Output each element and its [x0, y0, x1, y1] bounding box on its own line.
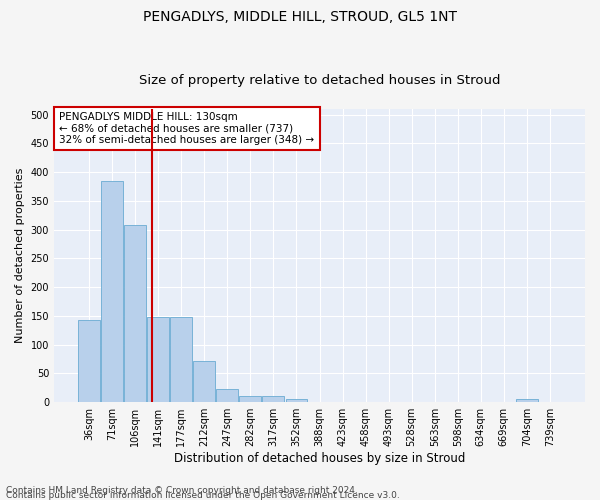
X-axis label: Distribution of detached houses by size in Stroud: Distribution of detached houses by size …	[174, 452, 465, 465]
Text: PENGADLYS, MIDDLE HILL, STROUD, GL5 1NT: PENGADLYS, MIDDLE HILL, STROUD, GL5 1NT	[143, 10, 457, 24]
Text: Contains HM Land Registry data © Crown copyright and database right 2024.: Contains HM Land Registry data © Crown c…	[6, 486, 358, 495]
Text: Contains public sector information licensed under the Open Government Licence v3: Contains public sector information licen…	[6, 491, 400, 500]
Bar	[239, 396, 262, 402]
Bar	[516, 400, 538, 402]
Bar	[78, 320, 100, 402]
Y-axis label: Number of detached properties: Number of detached properties	[15, 168, 25, 344]
Bar	[262, 396, 284, 402]
Title: Size of property relative to detached houses in Stroud: Size of property relative to detached ho…	[139, 74, 500, 87]
Text: PENGADLYS MIDDLE HILL: 130sqm
← 68% of detached houses are smaller (737)
32% of : PENGADLYS MIDDLE HILL: 130sqm ← 68% of d…	[59, 112, 314, 145]
Bar	[147, 316, 169, 402]
Bar	[193, 362, 215, 402]
Bar	[101, 181, 123, 402]
Bar	[170, 316, 192, 402]
Bar	[124, 225, 146, 402]
Bar	[217, 389, 238, 402]
Bar	[286, 400, 307, 402]
